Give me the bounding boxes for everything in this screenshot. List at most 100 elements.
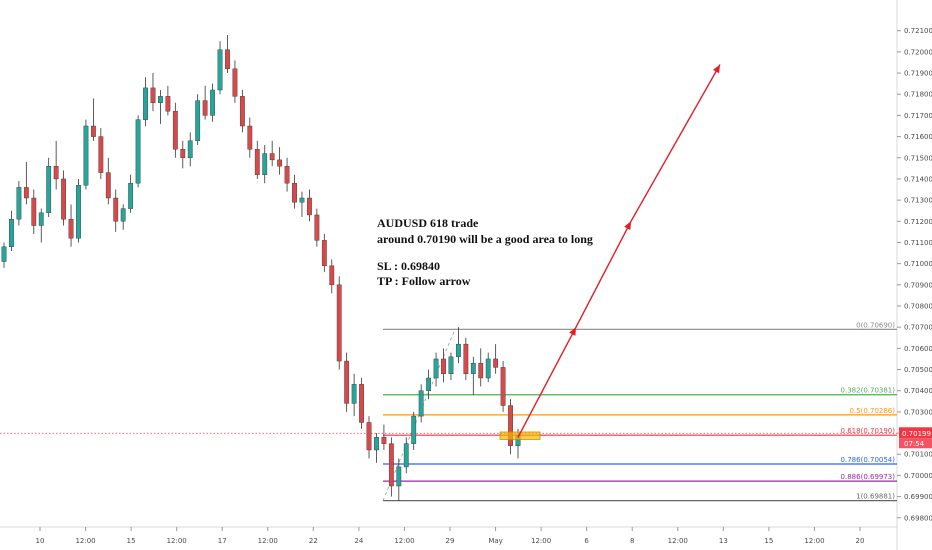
time-tick-label: 22 xyxy=(309,537,318,545)
price-tick-label: 0.70700 xyxy=(904,324,932,332)
candle-body xyxy=(217,49,223,91)
candle xyxy=(105,157,111,205)
candle xyxy=(321,234,327,273)
candle xyxy=(135,115,141,188)
candle xyxy=(98,128,104,179)
arrow-head xyxy=(624,221,631,231)
candle-body xyxy=(172,110,178,150)
candle-body xyxy=(90,125,96,137)
candle-body xyxy=(374,437,379,451)
projection-path xyxy=(517,64,721,438)
candle-body xyxy=(150,87,156,103)
candle-body xyxy=(239,96,245,127)
price-tick-label: 0.70000 xyxy=(904,472,932,480)
candle xyxy=(76,178,81,243)
candle-body xyxy=(202,100,208,116)
bar-countdown: 07:54 xyxy=(904,440,925,448)
candle xyxy=(187,132,193,167)
candle-body xyxy=(120,208,126,222)
current-price-badge-box xyxy=(899,427,932,439)
candle xyxy=(470,356,476,395)
candle xyxy=(225,34,230,74)
price-tick-label: 0.71500 xyxy=(904,154,932,162)
annotation-entry[interactable]: around 0.70190 will be a good area to lo… xyxy=(377,232,593,246)
price-tick-label: 0.70900 xyxy=(904,281,932,289)
candle xyxy=(150,73,156,112)
time-tick-label: 6 xyxy=(584,537,589,545)
candle-body xyxy=(262,153,268,175)
candle-body xyxy=(135,119,141,184)
candle xyxy=(9,210,14,251)
time-tick-label: 12:00 xyxy=(167,537,187,545)
candle-body xyxy=(381,437,387,444)
candle-body xyxy=(485,358,491,379)
annotation-take-profit[interactable]: TP : Follow arrow xyxy=(377,274,471,288)
candle xyxy=(374,433,379,463)
candle-body xyxy=(351,384,357,404)
annotation-stop-loss[interactable]: SL : 0.69840 xyxy=(377,259,440,273)
candle-body xyxy=(366,422,372,451)
time-tick-label: 13 xyxy=(719,537,728,545)
candle-body xyxy=(299,197,305,203)
candle-body xyxy=(448,356,454,374)
candle-body xyxy=(83,125,89,186)
candle xyxy=(485,352,491,383)
annotation-title[interactable]: AUDUSD 618 trade xyxy=(377,216,479,230)
candle xyxy=(314,208,320,247)
candle xyxy=(500,361,506,412)
candle xyxy=(113,189,119,232)
candle-body xyxy=(23,187,29,199)
time-tick-label: May xyxy=(488,537,502,545)
price-tick-label: 0.70100 xyxy=(904,451,932,459)
candle xyxy=(195,94,201,146)
candle-body xyxy=(254,149,260,175)
time-tick-label: 15 xyxy=(127,537,136,545)
candle xyxy=(158,90,163,124)
candle-body xyxy=(314,214,320,241)
fib-level-label: 0.5(0.70286) xyxy=(849,407,895,415)
candle xyxy=(61,170,66,226)
candle xyxy=(493,344,499,374)
candle xyxy=(433,352,439,387)
candle xyxy=(38,208,44,243)
candle xyxy=(210,83,215,122)
candle xyxy=(388,437,394,497)
candle xyxy=(426,369,432,400)
candle-body xyxy=(418,390,424,417)
candle xyxy=(217,41,223,95)
candle xyxy=(180,140,186,169)
candle-body xyxy=(493,358,499,368)
candle xyxy=(329,259,335,294)
candle xyxy=(16,181,22,226)
candlestick-series xyxy=(1,34,521,501)
candle-body xyxy=(165,96,171,112)
candle-body xyxy=(277,159,283,167)
time-tick-label: 17 xyxy=(218,537,227,545)
candle xyxy=(366,416,372,459)
candle-body xyxy=(180,149,186,158)
trade-projection-arrow[interactable] xyxy=(517,64,721,438)
candle-body xyxy=(321,240,327,266)
current-price-value: 0.70199 xyxy=(902,430,931,438)
time-axis[interactable]: 10 12:00 15 12:00 17 12:00 22 24 12:00 29 May 12:00… xyxy=(36,527,865,545)
candle xyxy=(232,60,238,103)
candle xyxy=(344,352,350,412)
candle xyxy=(277,147,283,175)
candle-body xyxy=(403,443,409,468)
price-tick-label: 0.71200 xyxy=(904,218,932,226)
candle xyxy=(90,98,96,141)
arrow-head xyxy=(713,64,720,74)
candle-body xyxy=(359,384,364,423)
candle xyxy=(46,157,52,218)
candle-body xyxy=(61,178,66,220)
candle-body xyxy=(500,367,506,406)
price-axis[interactable]: 0.72100 0.72000 0.71900 0.71800 0.71700 0.716… xyxy=(897,27,932,522)
candle-body xyxy=(307,197,312,216)
candle-body xyxy=(143,87,148,120)
candle xyxy=(1,242,7,268)
candle-body xyxy=(187,140,193,158)
candle xyxy=(83,119,89,190)
candle xyxy=(165,85,171,116)
price-tick-label: 0.71700 xyxy=(904,112,932,120)
